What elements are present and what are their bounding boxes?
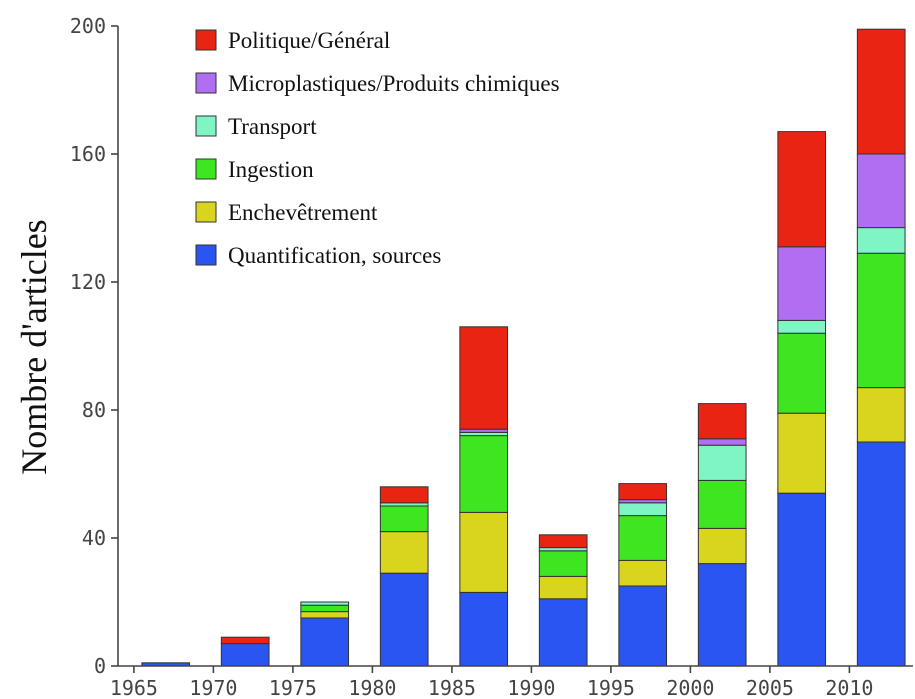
bar-segment-2007-microplastiques-produits-chimiques xyxy=(777,246,827,321)
bar-segment-1977-ingestion xyxy=(300,604,350,613)
bar-segment-1992-ingestion xyxy=(538,550,588,577)
x-tick-label-1965: 1965 xyxy=(110,676,158,699)
bar-segment-1982-politique-general xyxy=(379,486,429,504)
bar-segment-1997-politique-general xyxy=(618,483,668,501)
legend-label-quantification-sources: Quantification, sources xyxy=(228,243,441,268)
x-tick-label-1980: 1980 xyxy=(348,676,396,699)
bar-segment-1997-enchevetrement xyxy=(618,559,668,587)
bar-segment-1992-quantification-sources xyxy=(538,598,588,667)
x-tick-label-1970: 1970 xyxy=(189,676,237,699)
bar-segment-1977-enchevetrement xyxy=(300,611,350,619)
y-tick-label-80: 80 xyxy=(82,398,106,422)
y-tick-label-200: 200 xyxy=(70,14,106,38)
legend-label-politique-general: Politique/Général xyxy=(228,28,390,53)
bar-segment-1982-quantification-sources xyxy=(379,572,429,667)
bar-segment-2002-enchevetrement xyxy=(697,527,747,565)
bar-segment-1997-ingestion xyxy=(618,515,668,561)
bar-segment-2007-quantification-sources xyxy=(777,492,827,667)
bar-segment-1997-quantification-sources xyxy=(618,585,668,667)
y-tick-label-40: 40 xyxy=(82,526,106,550)
bar-segment-1972-politique-general xyxy=(220,636,270,645)
bars-group xyxy=(141,28,906,667)
x-tick-label-2005: 2005 xyxy=(746,676,794,699)
bar-segment-2002-microplastiques-produits-chimiques xyxy=(697,438,747,446)
x-tick-label-2000: 2000 xyxy=(666,676,714,699)
legend-swatch-ingestion xyxy=(195,158,217,180)
bar-segment-2012-quantification-sources xyxy=(856,441,906,667)
bar-segment-1987-quantification-sources xyxy=(459,591,509,667)
y-tick-label-120: 120 xyxy=(70,270,106,294)
bar-segment-2002-transport xyxy=(697,444,747,481)
legend-label-transport: Transport xyxy=(228,114,317,139)
bar-segment-2012-ingestion xyxy=(856,252,906,389)
bar-segment-1992-politique-general xyxy=(538,534,588,549)
bar-segment-1992-enchevetrement xyxy=(538,575,588,600)
legend-swatch-quantification-sources xyxy=(195,244,217,266)
axes-group: 0 40 80 120 160 200 1965 1970 1975 1980 1985 1990 19… xyxy=(70,14,913,699)
bar-segment-1982-ingestion xyxy=(379,505,429,533)
x-tick-label-2010: 2010 xyxy=(825,676,873,699)
bar-segment-2012-microplastiques-produits-chimiques xyxy=(856,153,906,229)
y-tick-label-160: 160 xyxy=(70,142,106,166)
bar-segment-2012-politique-general xyxy=(856,28,906,155)
x-tick-label-1995: 1995 xyxy=(587,676,635,699)
bar-segment-1977-quantification-sources xyxy=(300,617,350,667)
bar-segment-2012-transport xyxy=(856,227,906,254)
bar-segment-1987-enchevetrement xyxy=(459,511,509,593)
x-tick-label-1985: 1985 xyxy=(428,676,476,699)
bar-segment-2002-quantification-sources xyxy=(697,563,747,667)
bar-segment-2007-enchevetrement xyxy=(777,412,827,494)
bar-segment-1982-enchevetrement xyxy=(379,531,429,574)
legend-swatch-microplastiques-produits-chimiques xyxy=(195,72,217,94)
legend-label-microplastiques-produits-chimiques: Microplastiques/Produits chimiques xyxy=(228,71,560,96)
bar-segment-2012-enchevetrement xyxy=(856,387,906,443)
legend-swatch-transport xyxy=(195,115,217,137)
bar-segment-1987-ingestion xyxy=(459,435,509,513)
legend-label-ingestion: Ingestion xyxy=(228,157,314,182)
bar-segment-1977-transport xyxy=(300,601,350,606)
bar-segment-2002-politique-general xyxy=(697,403,747,440)
bar-segment-2007-ingestion xyxy=(777,332,827,414)
y-tick-label-0: 0 xyxy=(94,654,106,678)
y-axis-label: Nombre d'articles xyxy=(14,219,54,474)
bar-segment-1997-transport xyxy=(618,502,668,517)
bar-segment-1972-quantification-sources xyxy=(220,643,270,667)
legend-swatch-enchevetrement xyxy=(195,201,217,223)
legend: Politique/Général Microplastiques/Produit… xyxy=(195,28,560,268)
bar-segment-2007-politique-general xyxy=(777,131,827,248)
legend-label-enchevetrement: Enchevêtrement xyxy=(228,200,378,225)
bar-segment-2002-ingestion xyxy=(697,479,747,529)
legend-swatch-politique-general xyxy=(195,29,217,51)
x-tick-label-1975: 1975 xyxy=(269,676,317,699)
bar-segment-1987-politique-general xyxy=(459,326,509,430)
bar-segment-2007-transport xyxy=(777,319,827,334)
x-tick-label-1990: 1990 xyxy=(507,676,555,699)
